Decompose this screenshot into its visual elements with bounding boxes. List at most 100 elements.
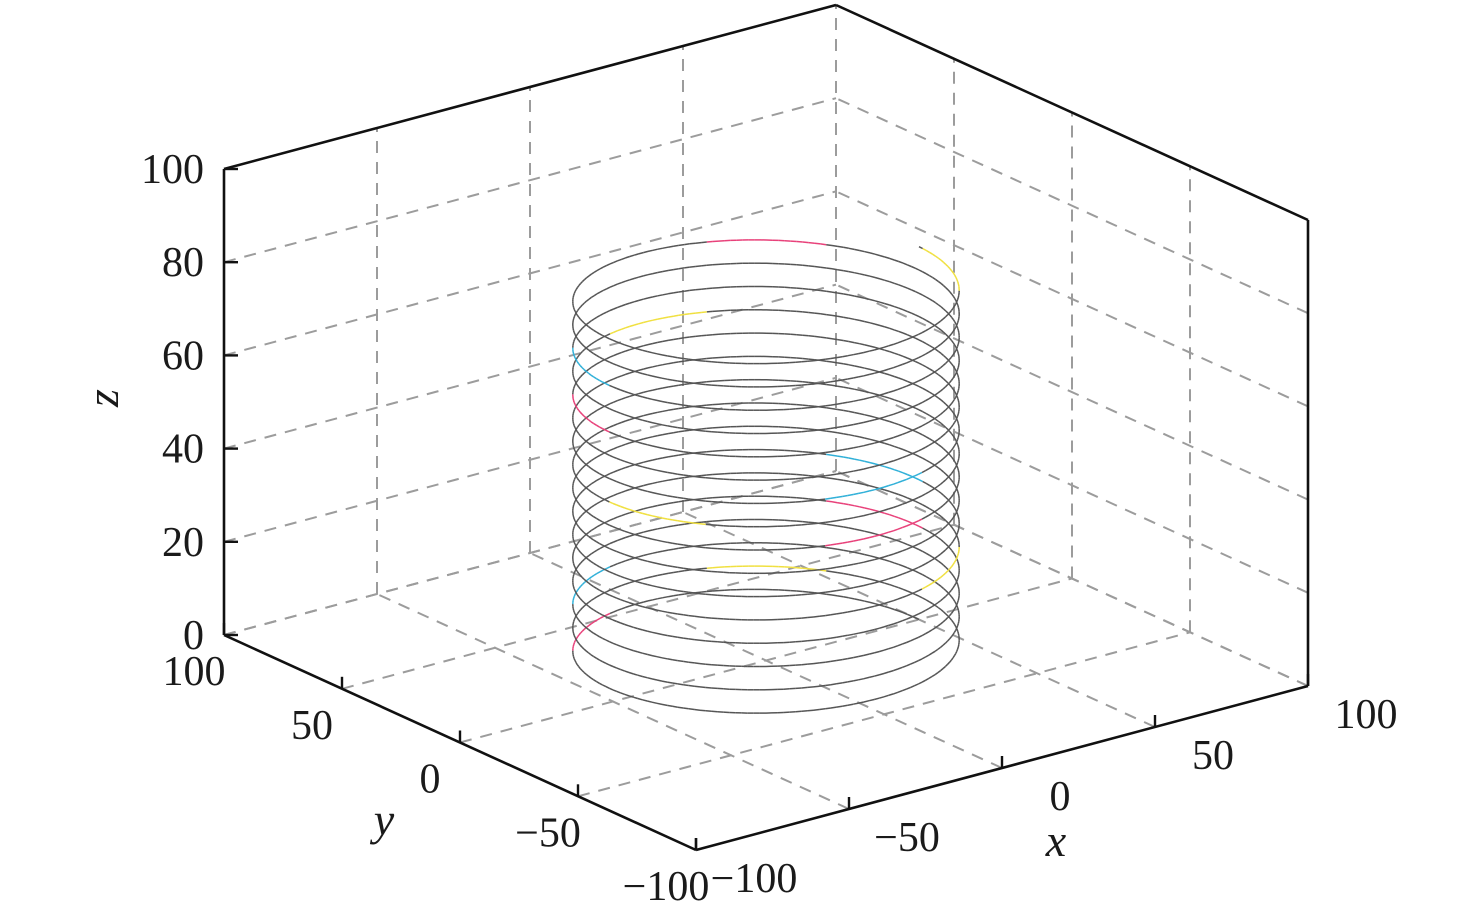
helix-segment [831,570,838,574]
helix-segment [801,593,808,596]
helix-segment [888,576,894,580]
helix-segment [863,373,870,377]
helix-segment [956,392,959,396]
helix-segment [831,291,838,294]
helix-segment [613,586,618,590]
helix-segment [956,465,959,469]
helix-segment [942,595,946,600]
helix-segment [837,292,844,295]
helix-segment [572,444,575,448]
helix-segment [952,422,956,426]
helix-segment [925,389,930,393]
helix-segment [625,581,631,585]
helix-segment [593,632,597,636]
helix-segment [583,392,587,396]
helix-segment [609,338,614,341]
helix-segment [694,685,701,688]
helix-segment [572,292,576,296]
helix-segment [705,477,712,480]
helix-segment [888,460,894,464]
helix-segment [842,541,848,544]
helix-segment [591,481,595,485]
helix-segment [596,408,601,412]
helix-segment [950,471,954,475]
helix-segment [957,540,960,543]
helix-segment [629,301,635,304]
helix-segment [613,423,618,427]
helix-segment [576,571,580,574]
helix-segment [830,543,837,546]
helix-segment [914,543,919,547]
helix-segment [826,500,833,503]
helix-segment [940,365,944,369]
helix-segment [954,554,957,558]
helix-segment [588,326,592,330]
helix-segment [672,589,678,592]
helix-segment [914,384,920,388]
helix-segment [957,563,960,566]
helix-segment [580,583,583,587]
helix-segment [576,477,580,481]
helix-segment [831,501,838,504]
helix-segment [651,538,658,541]
helix-segment [813,545,820,548]
helix-segment [572,633,575,636]
helix-segment [684,266,690,269]
helix-segment [945,543,949,547]
helix-segment [944,663,949,667]
helix-segment [628,531,634,535]
helix-segment [947,545,951,549]
helix-segment [836,565,843,569]
helix-segment [667,681,673,684]
helix-segment [581,442,585,446]
helix-segment [889,444,895,448]
helix-segment [651,631,658,635]
helix-segment [925,506,930,510]
helix-segment [819,708,826,711]
helix-segment [957,537,960,541]
helix-segment [879,487,886,491]
helix-segment [868,652,875,655]
helix-segment [864,553,871,557]
helix-segment [572,654,575,657]
helix-segment [934,485,939,489]
helix-segment [954,600,957,604]
helix-segment [902,611,908,615]
helix-segment [949,333,952,337]
helix-segment [677,473,684,476]
helix-segment [897,480,903,484]
helix-segment [673,477,679,481]
helix-segment [677,589,684,593]
helix-segment [694,499,701,502]
helix-segment [830,496,837,500]
helix-segment [684,406,690,409]
helix-segment [683,520,689,524]
helix-segment [625,372,631,376]
helix-segment [573,495,576,498]
helix-segment [854,551,860,555]
helix-segment [602,567,607,571]
helix-segment [922,597,927,601]
helix-segment [937,483,942,487]
helix-segment [624,553,630,557]
helix-segment [869,345,876,349]
helix-segment [672,379,678,382]
helix-segment [955,371,958,375]
helix-segment [572,631,575,634]
helix-segment [701,474,707,477]
helix-segment [940,399,944,403]
helix-segment [949,496,952,500]
helix-segment [957,341,960,345]
helix-segment [661,587,668,590]
helix-segment [947,521,951,526]
helix-segment [957,458,960,461]
helix-segment [897,596,903,600]
helix-segment [578,446,582,449]
helix-segment [606,286,611,290]
helix-segment [918,432,923,436]
helix-segment [573,658,576,662]
helix-segment [878,672,885,676]
helix-segment [576,547,580,551]
helix-segment [705,523,712,526]
helix-segment [661,424,668,427]
